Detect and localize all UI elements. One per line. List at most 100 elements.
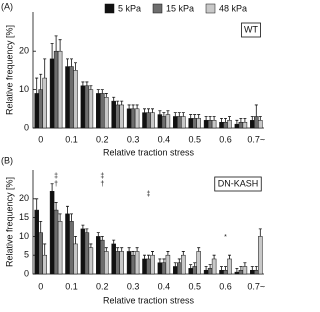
error-bar <box>35 77 39 94</box>
error-bar <box>116 247 120 252</box>
error-bar <box>177 112 181 117</box>
bar <box>38 89 43 129</box>
bar <box>65 213 70 275</box>
bar <box>130 254 136 275</box>
error-bar <box>74 62 78 71</box>
annotation-box <box>214 176 262 192</box>
error-bar <box>250 116 254 121</box>
error-bar <box>70 58 73 67</box>
y-tick-label: 20 <box>19 46 29 56</box>
bar <box>100 93 105 129</box>
bar <box>34 93 39 129</box>
error-bar <box>58 39 62 52</box>
error-bar <box>50 43 54 59</box>
error-bar <box>208 116 212 121</box>
x-tick-label: 0 <box>38 281 43 291</box>
panel-label: (A) <box>1 1 13 11</box>
chart: (A) 0 10 20 Relative frequency [%] Relative t… <box>1 1 265 305</box>
bar <box>73 70 78 129</box>
bar <box>165 254 171 275</box>
error-bar <box>100 89 104 94</box>
error-bar <box>250 266 254 271</box>
bar <box>84 232 90 275</box>
bar <box>134 108 140 129</box>
bar <box>69 221 74 275</box>
significance-mark: † <box>100 181 104 188</box>
error-bar <box>162 112 166 117</box>
bar <box>207 120 213 129</box>
legend-swatch <box>152 3 163 14</box>
bar <box>196 118 201 129</box>
bar <box>100 239 105 275</box>
bar <box>80 85 86 129</box>
error-bar <box>181 112 185 117</box>
bar <box>238 269 244 275</box>
bar <box>38 232 43 275</box>
x-tick-label: 0.7~ <box>247 281 265 291</box>
error-bar <box>127 104 131 109</box>
bar <box>49 191 55 275</box>
error-bar <box>43 58 47 79</box>
error-bar <box>235 119 239 125</box>
bar <box>234 271 240 275</box>
y-axis-title: Relative frequency [%] <box>4 177 14 267</box>
bar <box>173 116 178 129</box>
bar <box>192 118 197 129</box>
bar <box>219 269 224 275</box>
error-bar <box>96 232 100 237</box>
significance-mark: ‡ <box>100 173 104 180</box>
y-tick-label: 5 <box>24 250 29 260</box>
bar <box>53 50 59 129</box>
error-bar <box>100 236 104 241</box>
bar <box>161 116 167 129</box>
error-bar <box>142 254 146 259</box>
bar <box>88 247 94 275</box>
error-bar <box>243 262 247 267</box>
bar <box>227 258 232 275</box>
bar <box>96 93 101 129</box>
error-bar <box>131 251 135 256</box>
bar <box>119 104 124 129</box>
bar <box>242 266 248 275</box>
error-bar <box>219 118 223 123</box>
error-bar <box>166 251 170 256</box>
error-bar <box>228 254 232 259</box>
bar <box>157 262 163 275</box>
y-tick-label: 0 <box>24 268 29 278</box>
x-tick-label: 0.2 <box>96 281 109 291</box>
bar <box>173 266 178 275</box>
annotation: WT <box>244 24 258 34</box>
error-bar <box>65 205 69 214</box>
bar <box>142 112 147 129</box>
error-bar <box>158 110 162 115</box>
error-bar <box>158 258 162 263</box>
bar <box>88 89 94 129</box>
x-tick-label: 0.3 <box>127 134 140 144</box>
error-bar <box>197 114 201 119</box>
bar <box>80 228 86 275</box>
error-bar <box>81 224 85 229</box>
bar <box>42 254 47 275</box>
bar <box>181 254 186 275</box>
bar <box>150 112 155 129</box>
x-tick-label: 0.5 <box>188 134 201 144</box>
error-bar <box>151 251 155 256</box>
x-tick-label: 0.5 <box>188 281 201 291</box>
x-axis-title: Relative traction stress <box>103 295 195 305</box>
error-bar <box>193 114 197 119</box>
x-tick-label: 0.6 <box>219 134 232 144</box>
error-bar <box>39 73 43 90</box>
error-bar <box>127 247 131 252</box>
annotation-box <box>241 22 261 38</box>
bar <box>111 243 116 275</box>
y-tick-label: 20 <box>19 193 29 203</box>
bar <box>115 251 120 275</box>
error-bar <box>228 116 232 121</box>
error-bar <box>112 239 116 244</box>
bar <box>234 123 240 129</box>
bar <box>161 262 167 275</box>
panel-label: (B) <box>1 155 13 165</box>
error-bar <box>65 58 69 67</box>
error-bar <box>81 81 85 86</box>
error-bar <box>120 247 124 252</box>
